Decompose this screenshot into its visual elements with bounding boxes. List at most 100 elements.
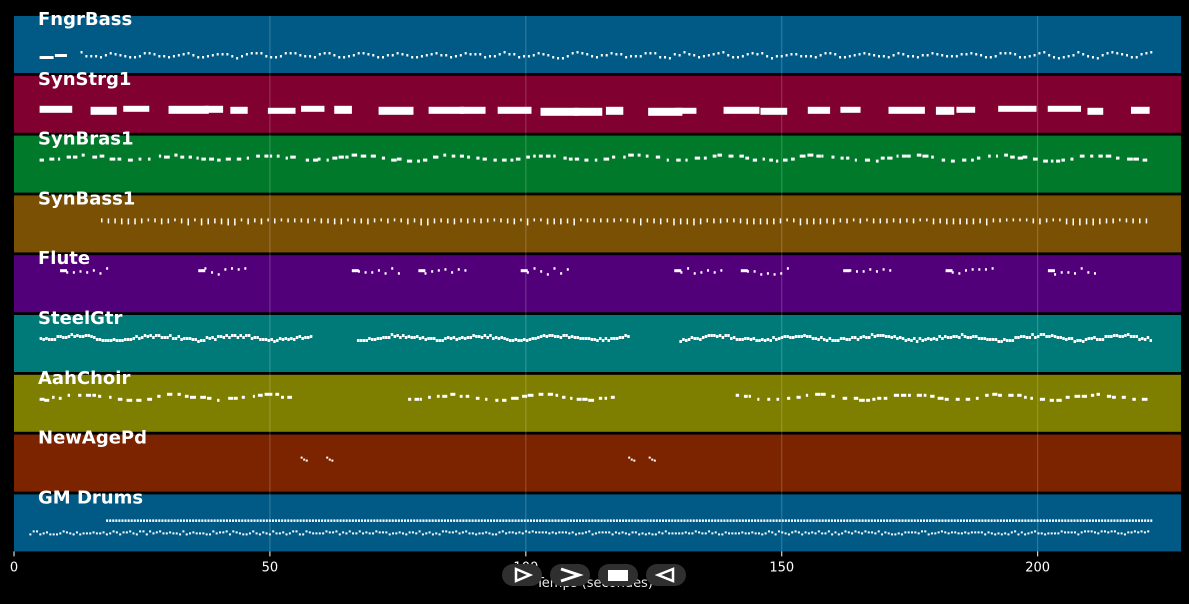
note (218, 531, 221, 534)
note (537, 52, 540, 55)
note (659, 218, 662, 225)
note (230, 106, 248, 114)
note (407, 335, 411, 338)
note (749, 338, 753, 341)
note (1064, 519, 1067, 522)
note (421, 336, 425, 339)
note (1044, 533, 1047, 536)
note (518, 531, 521, 534)
note (542, 334, 546, 337)
note (514, 338, 518, 341)
note (305, 158, 310, 162)
note (458, 337, 461, 340)
note (334, 105, 352, 114)
note (605, 106, 624, 115)
note (919, 519, 922, 522)
note (840, 106, 861, 113)
note (498, 531, 501, 534)
stop-button[interactable] (598, 564, 638, 586)
note (1032, 157, 1038, 161)
note (210, 519, 213, 522)
note (587, 337, 591, 340)
note (853, 336, 857, 339)
note (493, 158, 497, 162)
note (659, 56, 662, 59)
note (167, 519, 170, 522)
note (728, 532, 731, 535)
note (927, 337, 930, 340)
note (1085, 519, 1088, 522)
note (270, 56, 273, 59)
note (952, 335, 955, 338)
note (708, 519, 711, 522)
note (986, 338, 989, 341)
note (996, 519, 999, 522)
note (781, 519, 784, 522)
note (323, 52, 326, 55)
note (503, 337, 506, 340)
note (129, 56, 132, 59)
note (978, 268, 981, 271)
note (255, 52, 258, 55)
note (972, 335, 975, 338)
note (722, 51, 725, 54)
note (918, 337, 922, 340)
note (868, 336, 871, 339)
note (451, 154, 456, 158)
note (1096, 57, 1099, 60)
note (944, 397, 949, 401)
note (1100, 530, 1103, 533)
note (766, 218, 768, 225)
note (995, 154, 999, 158)
note (958, 336, 961, 339)
note (380, 218, 382, 222)
note (930, 394, 935, 398)
note (545, 531, 548, 534)
note (976, 156, 981, 160)
note (415, 532, 418, 535)
note (444, 268, 447, 271)
note (228, 396, 234, 400)
forward-button[interactable] (550, 564, 590, 586)
note (79, 270, 82, 273)
note (459, 394, 463, 398)
note (701, 519, 704, 522)
note (887, 156, 893, 160)
note (167, 218, 170, 224)
note (859, 398, 865, 402)
note (219, 519, 222, 522)
note (406, 159, 413, 163)
note (500, 336, 504, 339)
note (766, 519, 769, 522)
note (832, 218, 835, 225)
note (775, 338, 778, 341)
note (732, 519, 735, 522)
note (950, 531, 953, 534)
note (373, 519, 376, 522)
note (593, 218, 595, 223)
note (425, 532, 428, 535)
note (703, 156, 707, 160)
note (177, 54, 180, 57)
note (921, 54, 924, 57)
note (625, 56, 628, 59)
note (1064, 531, 1067, 534)
play-button[interactable] (502, 564, 542, 586)
note (1104, 335, 1107, 338)
note (785, 54, 788, 57)
note (548, 519, 551, 522)
note (308, 519, 311, 522)
note (932, 218, 935, 225)
back-button[interactable] (646, 564, 686, 586)
note (1119, 519, 1122, 522)
note (368, 337, 371, 340)
note (726, 519, 729, 522)
note (726, 218, 728, 223)
note (800, 519, 803, 522)
note (397, 272, 400, 275)
note (184, 394, 189, 398)
track-lane (14, 75, 1181, 133)
note (552, 56, 555, 59)
note (653, 459, 656, 462)
